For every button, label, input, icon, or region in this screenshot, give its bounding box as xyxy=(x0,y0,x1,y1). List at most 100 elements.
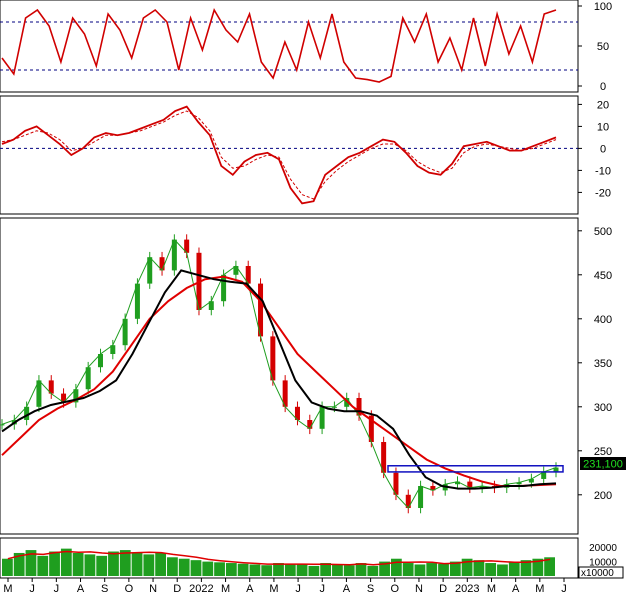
x-tick-label: S xyxy=(367,583,374,595)
x-tick-label: N xyxy=(415,583,423,595)
price-y-tick-label: 300 xyxy=(594,402,612,414)
x-tick-label: N xyxy=(149,583,157,595)
stochastic-y-tick-label: 100 xyxy=(594,1,612,13)
volume-bar xyxy=(225,563,237,576)
x-tick-label: M xyxy=(535,583,544,595)
macd-panel xyxy=(0,95,579,215)
volume-panel xyxy=(0,537,579,579)
price-candle xyxy=(294,406,300,420)
volume-bar xyxy=(367,565,379,576)
volume-bar xyxy=(155,552,167,576)
volume-bar xyxy=(532,558,544,576)
x-tick-label: M xyxy=(221,583,230,595)
macd-plot xyxy=(0,105,578,205)
volume-bar xyxy=(485,563,497,576)
price-candle xyxy=(516,482,522,485)
volume-bar xyxy=(60,548,72,576)
volume-bar xyxy=(131,552,143,576)
x-tick-label: J xyxy=(320,583,326,595)
x-tick-label: M xyxy=(487,583,496,595)
volume-bar xyxy=(261,565,273,576)
volume-bar xyxy=(167,557,178,576)
volume-bar xyxy=(343,565,355,576)
macd-line xyxy=(1,105,557,205)
volume-bar xyxy=(178,558,190,576)
volume-moving-average xyxy=(7,550,551,566)
x-tick-label: J xyxy=(561,583,567,595)
volume-bar xyxy=(84,554,96,576)
volume-bar xyxy=(2,558,13,576)
price-candle xyxy=(368,415,374,442)
y-axis-labels: 0 50 100 -20 -10 0 10 20 200 250 300 350 400 450 500 10… xyxy=(578,1,617,569)
volume-bar xyxy=(13,552,25,576)
macd-y-tick-label: 0 xyxy=(600,143,606,155)
price-y-tick-label: 400 xyxy=(594,314,612,326)
macd-y-tick-label: -20 xyxy=(595,187,611,199)
macd-y-tick-label: 10 xyxy=(597,121,609,133)
last-price-badge: 231,100 xyxy=(580,457,626,471)
x-tick-label: A xyxy=(512,583,520,595)
volume-bar xyxy=(461,558,473,576)
volume-bar xyxy=(414,564,426,576)
resistance-box xyxy=(387,465,564,473)
price-candle xyxy=(455,481,461,485)
volume-bar xyxy=(143,554,155,576)
price-candle xyxy=(48,380,54,394)
volume-bar xyxy=(544,557,555,576)
price-panel xyxy=(0,217,579,535)
volume-bar xyxy=(320,563,332,576)
x-tick-label: D xyxy=(439,583,447,595)
volume-bar xyxy=(249,564,261,576)
moving-average-short xyxy=(1,269,557,490)
volume-bar xyxy=(379,561,390,576)
x-tick-label: 2023 xyxy=(455,583,479,595)
volume-unit: x10000 xyxy=(578,566,624,579)
volume-bar xyxy=(108,551,119,576)
price-candle xyxy=(233,266,239,275)
x-tick-label: A xyxy=(343,583,351,595)
price-candle xyxy=(73,389,79,403)
x-tick-label: A xyxy=(77,583,85,595)
price-y-tick-label: 250 xyxy=(594,446,612,458)
price-close-line xyxy=(1,238,557,509)
volume-plot xyxy=(2,548,555,576)
volume-bar xyxy=(25,550,37,576)
price-candle xyxy=(122,318,128,346)
macd-y-tick-label: -10 xyxy=(595,165,611,177)
price-candle xyxy=(0,424,5,426)
price-candle xyxy=(282,380,288,407)
volume-y-tick-label: 20000 xyxy=(589,543,617,554)
volume-bar xyxy=(190,560,202,576)
x-tick-label: J xyxy=(29,583,35,595)
volume-bar xyxy=(426,563,438,576)
price-candle xyxy=(528,478,534,483)
price-candle xyxy=(36,380,42,407)
price-candle xyxy=(344,398,350,407)
price-candle xyxy=(97,354,103,368)
stochastic-plot xyxy=(0,8,578,83)
price-candle xyxy=(24,406,30,420)
x-tick-label: J xyxy=(54,583,60,595)
x-tick-label: J xyxy=(295,583,301,595)
volume-bar xyxy=(284,563,296,576)
stochastic-line xyxy=(1,8,557,83)
volume-bar xyxy=(390,558,402,576)
price-plot xyxy=(0,234,564,514)
price-candle xyxy=(147,257,153,284)
volume-bar xyxy=(355,563,367,576)
price-y-tick-label: 450 xyxy=(594,270,612,282)
volume-bar xyxy=(473,560,485,576)
price-candle xyxy=(245,266,251,284)
volume-bar xyxy=(449,561,461,576)
price-y-tick-label: 200 xyxy=(594,490,612,502)
volume-bar xyxy=(37,555,49,576)
stochastic-y-tick-label: 50 xyxy=(597,41,609,53)
x-tick-label: D xyxy=(173,583,181,595)
volume-unit-label: x10000 xyxy=(581,568,614,579)
moving-average-long xyxy=(1,275,557,487)
price-candle xyxy=(319,406,325,429)
volume-bar xyxy=(237,563,249,576)
price-y-tick-label: 500 xyxy=(594,226,612,238)
price-candle xyxy=(208,301,214,310)
macd-y-tick-label: 20 xyxy=(597,99,609,111)
